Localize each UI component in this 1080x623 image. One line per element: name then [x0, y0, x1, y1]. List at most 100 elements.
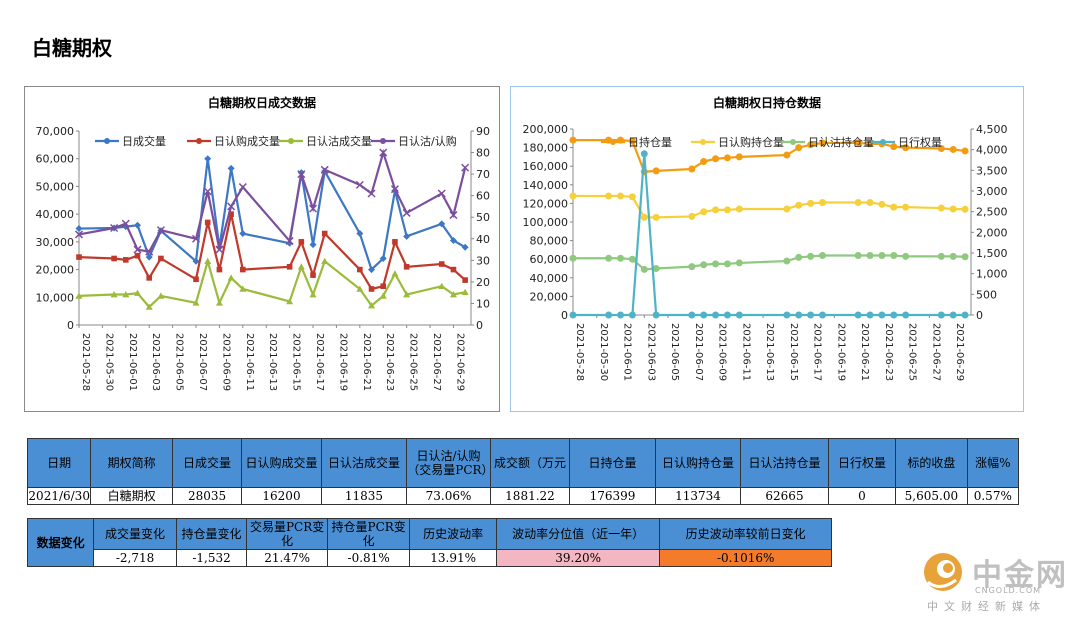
daily-summary-table: 日期 期权简称 日成交量 日认购成交量 日认沽成交量 日认沽/认购（交易量PCR…: [26, 438, 1020, 505]
data-point: [110, 223, 119, 233]
y-tick-label-left: 10,000: [36, 291, 75, 304]
x-tick-label: 2021-06-17: [812, 323, 823, 381]
legend-marker: [380, 138, 386, 144]
legend-label: 日认购成交量: [214, 134, 280, 148]
data-point: [652, 167, 660, 175]
table-cell: 0.57%: [966, 487, 1020, 505]
x-tick-label: 2021-06-17: [314, 333, 325, 391]
legend-label: 日认沽持仓量: [808, 135, 874, 149]
volatility-percentile-cell: 39.20%: [495, 549, 661, 567]
y-tick-label-left: 40,000: [36, 208, 75, 221]
data-change-table: 数据变化 成交量变化 持仓量变化 交易量PCR变化 持仓量PCR变化 历史波动率…: [26, 518, 832, 567]
y-tick-label-left: 40,000: [530, 272, 569, 285]
data-point: [605, 311, 613, 319]
table-cell: 28035: [171, 487, 243, 505]
data-point: [134, 252, 141, 259]
data-point: [297, 169, 305, 177]
data-point: [297, 263, 305, 270]
data-point: [356, 285, 364, 292]
data-point: [133, 245, 142, 254]
data-point: [890, 251, 898, 259]
table-row: 2021/6/30 白糖期权 28035 16200 11835 73.06% …: [26, 487, 1020, 505]
data-point: [949, 252, 957, 260]
legend-label: 日认购持仓量: [718, 135, 784, 149]
data-point: [158, 255, 164, 262]
data-point: [652, 265, 660, 272]
legend-marker: [104, 138, 110, 144]
data-point: [937, 204, 945, 212]
data-point: [617, 254, 625, 262]
x-tick-label: 2021-06-23: [384, 333, 395, 391]
data-point: [215, 299, 223, 306]
table-cell: -1,532: [175, 549, 248, 567]
data-point: [379, 292, 387, 299]
y-tick-label-right: 90: [476, 125, 490, 138]
data-point: [310, 272, 316, 278]
data-point: [227, 202, 236, 211]
table-header-row: 数据变化 成交量变化 持仓量变化 交易量PCR变化 持仓量PCR变化 历史波动率…: [26, 518, 832, 567]
data-point: [569, 311, 577, 319]
data-point: [461, 243, 469, 251]
data-point: [75, 292, 83, 299]
data-point: [937, 311, 945, 319]
data-point: [735, 205, 743, 213]
data-point: [227, 164, 235, 172]
table-cell: 21.47%: [246, 549, 328, 567]
x-tick-label: 2021-06-11: [740, 323, 751, 381]
data-point: [854, 198, 862, 206]
y-tick-label-right: 3,500: [976, 164, 1008, 177]
data-point: [145, 253, 153, 261]
y-tick-label-right: 500: [976, 288, 997, 301]
table-header-cell: 涨幅%: [966, 438, 1020, 488]
data-point: [355, 180, 364, 189]
data-point: [297, 170, 306, 179]
x-tick-label: 2021-05-28: [80, 333, 91, 391]
y-tick-label-right: 1,000: [976, 268, 1008, 281]
table-cell: 白糖期权: [90, 487, 173, 505]
data-point: [437, 189, 446, 198]
y-tick-label-left: 200,000: [523, 123, 569, 136]
data-point: [961, 205, 969, 213]
legend-label: 日认沽/认购: [398, 134, 457, 148]
data-point: [818, 251, 826, 259]
data-point: [795, 144, 803, 152]
data-point: [783, 205, 791, 213]
table-header-cell: 日成交量: [171, 438, 243, 488]
data-point: [403, 232, 411, 240]
x-tick-label: 2021-06-27: [431, 333, 442, 391]
table-header-cell: 日期: [26, 438, 92, 488]
data-point: [688, 263, 696, 271]
x-tick-label: 2021-06-09: [220, 333, 231, 391]
data-point: [628, 311, 636, 319]
data-point: [854, 139, 862, 147]
data-point: [818, 198, 826, 206]
data-point: [215, 245, 224, 254]
table-header-cell: 成交额（万元: [489, 438, 571, 488]
data-point: [75, 225, 83, 233]
data-point: [449, 236, 457, 244]
table-header-cell: 成交量变化: [93, 518, 177, 550]
x-tick-label: 2021-06-07: [693, 323, 704, 381]
table-cell: 1881.22: [489, 487, 571, 505]
data-point: [723, 154, 731, 162]
data-point: [961, 253, 969, 261]
data-point: [216, 266, 223, 273]
data-point: [309, 291, 317, 298]
data-point: [688, 165, 696, 173]
data-point: [700, 158, 708, 166]
x-tick-label: 2021-06-19: [337, 333, 348, 391]
data-point: [866, 251, 874, 259]
data-point: [878, 311, 886, 319]
data-point: [204, 155, 212, 163]
table-cell: 11835: [320, 487, 408, 505]
y-tick-label-right: 2,500: [976, 206, 1008, 219]
x-tick-label: 2021-06-29: [954, 323, 965, 381]
table-header-cell: 日认购成交量: [241, 438, 322, 488]
legend-marker: [880, 139, 886, 145]
data-point: [890, 311, 898, 319]
table-cell: 62665: [740, 487, 829, 505]
data-point: [367, 189, 376, 198]
data-point: [949, 145, 957, 153]
table-header-cell: 历史波动率较前日变化: [659, 518, 832, 550]
table-cell: 5,605.00: [895, 487, 968, 505]
